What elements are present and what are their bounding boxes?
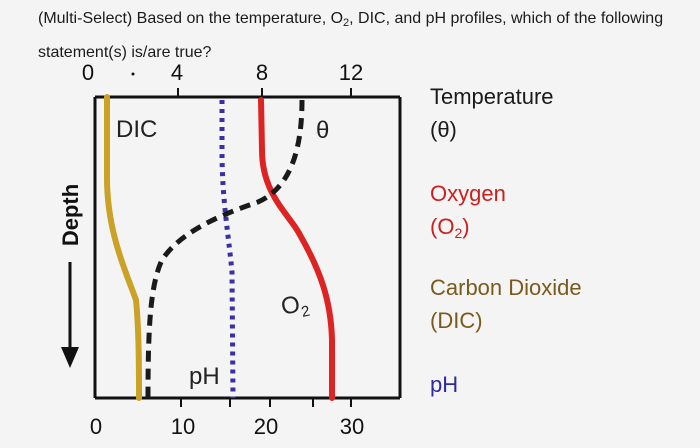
top-tick-8: 8 [256,60,268,85]
plot-frame [93,95,402,400]
temperature-curve-label: θ [316,117,329,144]
depth-label: Depth [58,184,83,246]
question-subscript: 2 [343,17,350,29]
legend-oxygen-line1: Oxygen [430,181,506,206]
temperature-curve [145,99,305,399]
oxygen-curve [258,97,335,401]
bottom-tick-0: 0 [90,414,102,439]
legend-dic: Carbon Dioxide (DIC) [430,271,680,337]
question-text: (Multi-Select) Based on the temperature,… [38,4,678,67]
dic-curve [104,94,142,401]
oxygen-curve-label-main: O [279,291,303,321]
ph-curve-label: pH [189,363,220,390]
legend-temperature: Temperature (θ) [430,80,680,146]
legend-temperature-line2: (θ) [430,117,457,142]
legend-ph-label: pH [430,372,459,397]
legend-oxygen: Oxygen (O2) [430,177,680,250]
oxygen-curve-label-sub: 2 [300,303,312,321]
legend-oxygen-close: ) [462,214,470,239]
legend-oxygen-sub: 2 [454,225,463,241]
legend-temperature-line1: Temperature [430,84,554,109]
top-tick-4: 4 [171,60,183,85]
oxygen-curve-label: O2 [279,289,312,325]
bottom-tick-marks [180,398,352,407]
bottom-tick-30: 30 [340,414,364,439]
bottom-tick-20: 20 [254,414,278,439]
question-prefix: (Multi-Select) Based on the temperature,… [38,10,344,27]
dic-curve-label: DIC [116,116,157,143]
legend-oxygen-line2: (O2) [430,210,680,250]
legend-oxygen-open: (O [430,214,455,239]
legend-ph: pH [430,368,680,401]
top-minor-dot [131,72,135,76]
top-tick-12: 12 [339,60,363,85]
legend-dic-line2: (DIC) [430,308,483,333]
top-tick-marks [177,88,352,97]
top-tick-0: 0 [82,60,94,85]
depth-arrow-head [61,347,79,368]
question-suffix: , DIC, and pH profiles, which of the fol… [38,10,664,61]
ph-curve [219,100,236,399]
bottom-tick-10: 10 [171,414,195,439]
legend-dic-line1: Carbon Dioxide [430,275,582,300]
